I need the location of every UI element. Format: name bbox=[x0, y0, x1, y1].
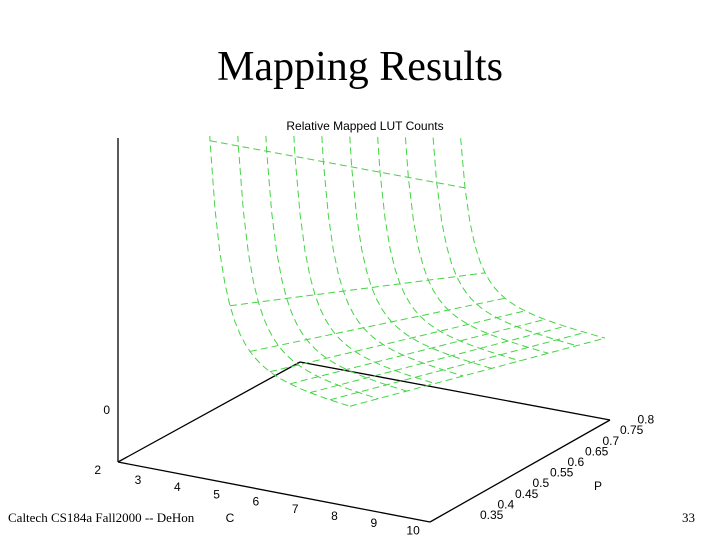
mesh-line bbox=[237, 136, 379, 400]
c-tick-label: 7 bbox=[292, 502, 299, 516]
mesh-line bbox=[229, 272, 486, 307]
mesh-line bbox=[459, 136, 606, 339]
p-tick-label: 0.5 bbox=[533, 476, 550, 490]
z-tick-label: 0 bbox=[103, 403, 110, 417]
mesh-line bbox=[289, 318, 546, 385]
mesh-line bbox=[209, 140, 466, 189]
mesh-line bbox=[293, 136, 436, 384]
page-number: 33 bbox=[682, 510, 695, 525]
p-tick-label: 0.6 bbox=[568, 455, 585, 469]
c-tick-label: 3 bbox=[135, 473, 142, 487]
c-tick-label: 5 bbox=[213, 487, 220, 501]
mesh-line bbox=[349, 136, 492, 369]
p-tick-label: 0.65 bbox=[585, 444, 609, 458]
footer: Caltech CS184a Fall2000 -- DeHon bbox=[8, 510, 195, 525]
c-tick-label: 6 bbox=[253, 495, 260, 509]
p-tick-label: 0.35 bbox=[480, 508, 504, 522]
p-tick-label: 0.8 bbox=[638, 413, 655, 427]
p-axis-label: P bbox=[594, 479, 602, 493]
mesh-line bbox=[265, 136, 407, 392]
p-tick-label: 0.45 bbox=[515, 487, 539, 501]
c-tick-label: 4 bbox=[174, 480, 181, 494]
c-tick-label: 10 bbox=[406, 523, 420, 537]
mesh-line bbox=[377, 136, 521, 362]
p-tick-label: 0.4 bbox=[498, 497, 515, 511]
c-tick-label: 8 bbox=[331, 509, 338, 523]
p-tick-label: 0.75 bbox=[620, 423, 644, 437]
p-tick-label: 0.7 bbox=[603, 434, 620, 448]
mesh-line bbox=[404, 136, 549, 354]
c-axis-label: C bbox=[226, 511, 235, 525]
c-tick-label: 9 bbox=[370, 516, 377, 530]
p-tick-label: 0.55 bbox=[550, 466, 574, 480]
mesh-line bbox=[329, 331, 586, 401]
slide-title: Mapping Results bbox=[217, 44, 503, 90]
mesh-line bbox=[209, 136, 351, 407]
axes bbox=[117, 138, 611, 523]
z-tick-label: 2 bbox=[94, 463, 101, 477]
plot-title: Relative Mapped LUT Counts bbox=[286, 119, 443, 133]
surface-mesh bbox=[209, 136, 606, 407]
